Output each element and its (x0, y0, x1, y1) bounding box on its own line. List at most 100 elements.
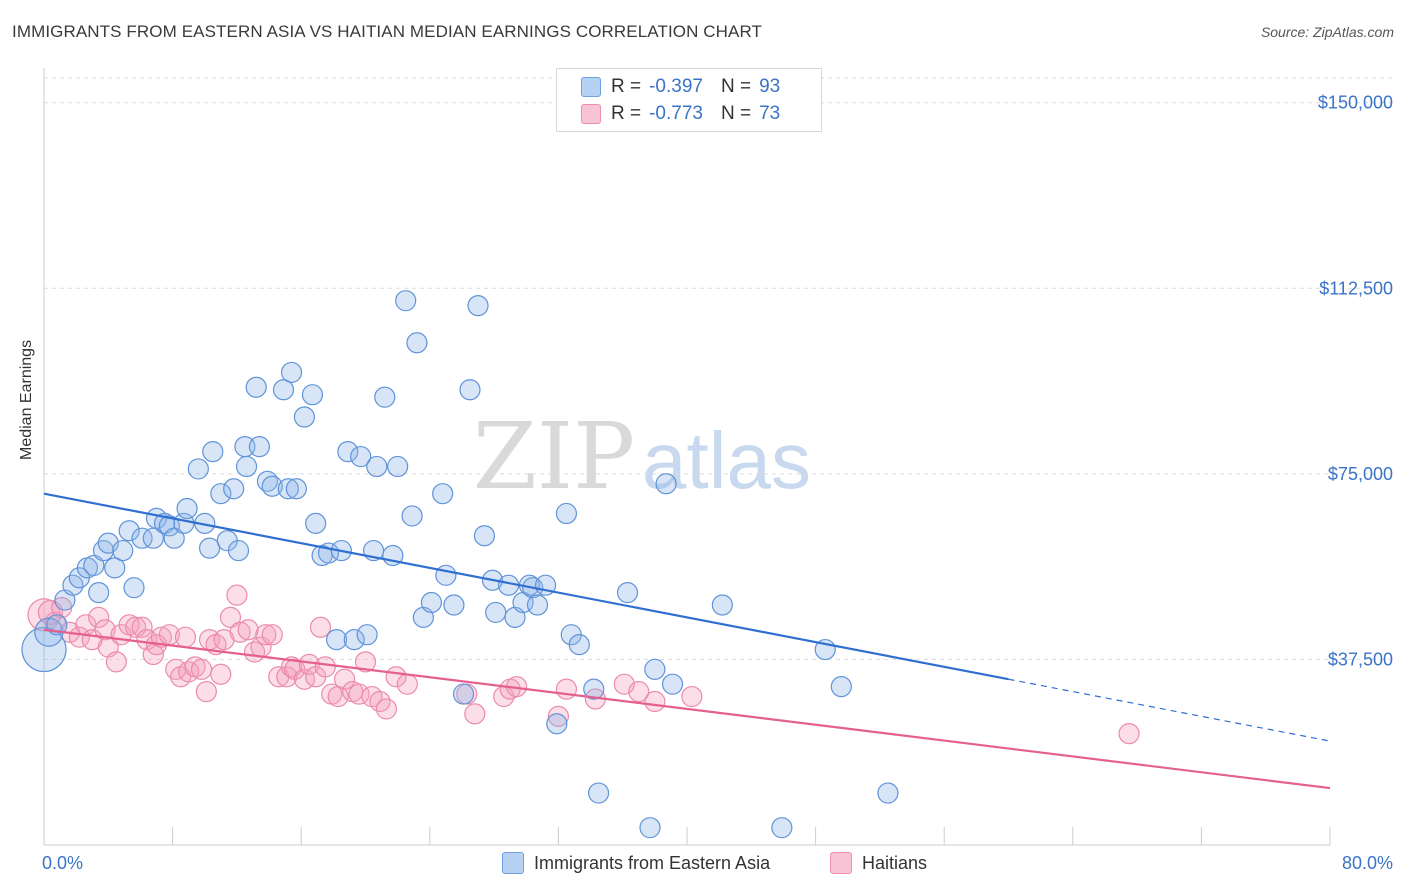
data-point (568, 633, 590, 656)
legend-swatch-blue (581, 77, 601, 97)
data-point (435, 564, 457, 586)
data-point (546, 713, 568, 735)
data-point (237, 619, 259, 641)
data-point (396, 673, 418, 695)
data-point (235, 455, 258, 478)
y-tick-label: $150,000 (1318, 93, 1393, 113)
data-point (830, 676, 852, 698)
data-point (314, 656, 336, 678)
series-swatch-pink (830, 852, 852, 874)
data-point (309, 616, 332, 638)
data-point (68, 626, 90, 648)
data-point (395, 290, 417, 312)
data-point (150, 626, 172, 648)
data-point (104, 557, 126, 579)
data-point (219, 606, 242, 628)
watermark-zip: ZIP (473, 403, 635, 510)
data-point (198, 537, 221, 559)
gridlines (44, 77, 1395, 660)
data-point (88, 606, 110, 628)
data-point (655, 473, 677, 495)
data-point (547, 705, 570, 727)
data-point (375, 698, 397, 720)
data-point (366, 455, 388, 478)
series-legend-eastern-asia[interactable]: Immigrants from Eastern Asia (502, 852, 770, 874)
y-tick-label: $75,000 (1328, 464, 1393, 484)
data-point (459, 379, 481, 401)
data-point (452, 683, 475, 705)
data-point (210, 663, 232, 685)
data-point (163, 527, 185, 549)
data-point (131, 527, 153, 549)
data-point (202, 441, 224, 463)
data-point (526, 594, 549, 616)
legend-row-eastern-asia: R = -0.397 N = 93 (581, 74, 781, 100)
legend-row-haitians: R = -0.773 N = 73 (581, 101, 781, 127)
data-point (337, 441, 359, 463)
data-point (223, 478, 245, 500)
legend-r-label: R = (611, 103, 642, 124)
data-point (131, 616, 153, 638)
legend-r-label: R = (611, 76, 642, 97)
haitians-trendline-solid (43, 628, 1331, 790)
data-point (285, 478, 307, 500)
data-point (88, 582, 110, 604)
data-point (105, 651, 127, 673)
data-point (644, 690, 666, 713)
legend-r-value: -0.397 (649, 76, 703, 97)
data-point (464, 703, 486, 725)
legend-r-value: -0.773 (649, 103, 703, 124)
eastern-asia-trendline-solid (43, 492, 1009, 681)
data-point (877, 782, 899, 804)
data-point (350, 445, 372, 468)
data-point (374, 386, 396, 408)
data-point (301, 384, 324, 406)
source-label: Source: ZipAtlas.com (1260, 24, 1394, 40)
data-point (354, 651, 377, 673)
data-point (280, 361, 303, 384)
data-point (210, 483, 232, 505)
data-point (406, 332, 428, 354)
data-point (387, 455, 409, 478)
data-point (555, 502, 578, 525)
chart-title: IMMIGRANTS FROM EASTERN ASIA VS HAITIAN … (12, 22, 763, 41)
data-point (473, 525, 496, 547)
eastern-asia-points (21, 290, 899, 839)
data-point (1118, 723, 1140, 745)
data-point (443, 594, 465, 616)
data-point (467, 295, 489, 317)
data-point (348, 683, 370, 705)
data-point (293, 406, 316, 428)
y-tick-labels: $37,500 $75,000 $112,500 $150,000 (1318, 93, 1393, 670)
correlation-legend: R = -0.397 N = 93 R = -0.773 N = 73 (556, 68, 822, 132)
data-point (356, 624, 378, 646)
trendlines (43, 492, 1331, 790)
eastern-asia-trendline-dashed (1008, 678, 1331, 742)
series-legend-haitians[interactable]: Haitians (830, 852, 927, 874)
data-point (639, 817, 661, 839)
data-point (83, 554, 105, 577)
data-point (21, 626, 67, 673)
legend-n-value: 73 (759, 103, 781, 124)
data-point (555, 678, 578, 700)
legend-n-value: 93 (759, 76, 781, 97)
data-point (255, 624, 277, 646)
data-point (176, 497, 198, 520)
y-tick-label: $37,500 (1328, 649, 1393, 669)
data-point (118, 520, 140, 542)
data-point (711, 594, 733, 616)
data-point (229, 621, 251, 643)
data-point (248, 436, 271, 458)
data-point (123, 577, 145, 599)
series-legend: Immigrants from Eastern Asia Haitians (0, 852, 1406, 878)
data-point (334, 668, 356, 690)
series-legend-label: Immigrants from Eastern Asia (534, 852, 771, 873)
data-point (94, 619, 116, 641)
data-point (276, 666, 298, 688)
data-point (227, 539, 250, 562)
data-point (261, 624, 283, 646)
axes (43, 68, 1331, 846)
x-tick-labels: 0.0% 80.0% (42, 853, 1393, 873)
data-point (190, 658, 213, 680)
data-point (661, 673, 684, 695)
